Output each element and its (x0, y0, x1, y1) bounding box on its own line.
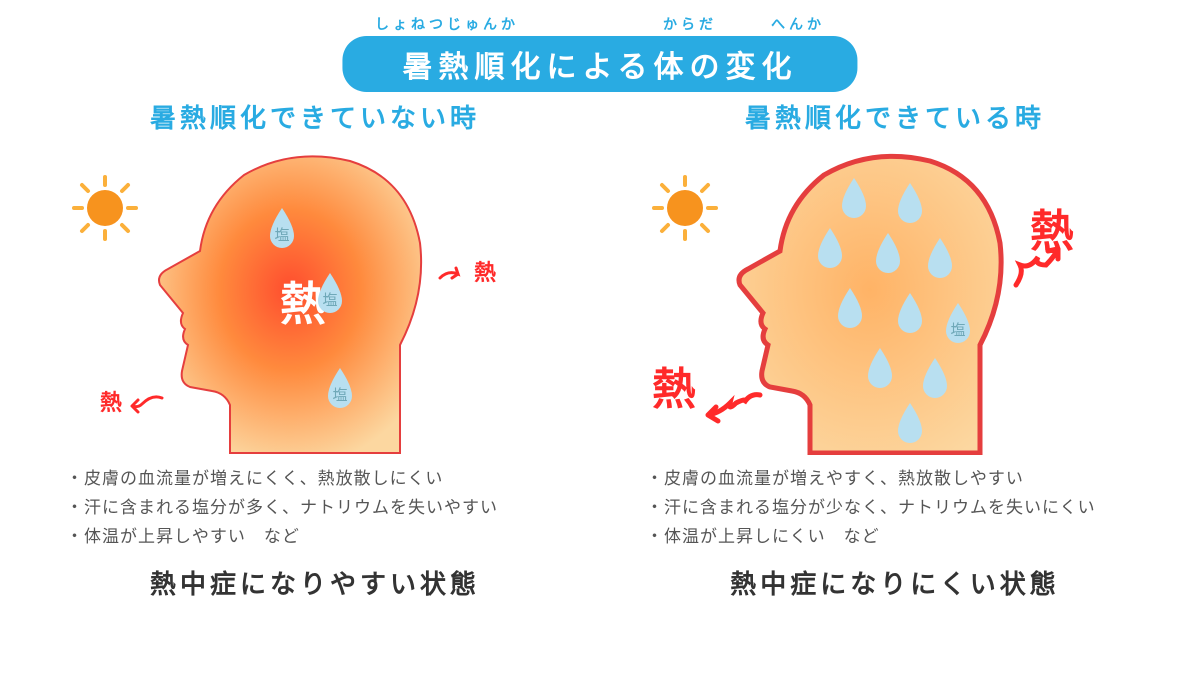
svg-text:塩: 塩 (322, 292, 337, 309)
page-title-block: しょねつじゅんか からだ へんか 暑熱順化による体の変化 (342, 14, 857, 92)
left-bullets: ・皮膚の血流量が増えにくく、熱放散しにくい ・汗に含まれる塩分が多く、ナトリウム… (66, 465, 600, 552)
bullet-line: ・汗に含まれる塩分が少なく、ナトリウムを失いにくい (646, 494, 1180, 523)
panel-not-acclimated: 暑熱順化できていない時 (30, 98, 600, 601)
svg-text:塩: 塩 (950, 322, 965, 339)
svg-text:塩: 塩 (274, 227, 289, 244)
heat-label-right: 熱 (438, 255, 496, 287)
svg-text:塩: 塩 (332, 387, 347, 404)
left-conclusion: 熱中症になりやすい状態 (30, 564, 600, 601)
panel-acclimated: 暑熱順化できている時 (610, 98, 1180, 601)
right-bullets: ・皮膚の血流量が増えやすく、熱放散しやすい ・汗に含まれる塩分が少なく、ナトリウ… (646, 465, 1180, 552)
heat-label-left: 熱 (100, 385, 166, 417)
heat-label-big-left: 熱 (652, 353, 696, 417)
right-subtitle: 暑熱順化できている時 (610, 98, 1180, 135)
left-illustration: 熱 塩塩塩 熱 熱 (30, 145, 600, 455)
right-conclusion: 熱中症になりにくい状態 (610, 564, 1180, 601)
bullet-line: ・皮膚の血流量が増えやすく、熱放散しやすい (646, 465, 1180, 494)
bullet-line: ・汗に含まれる塩分が多く、ナトリウムを失いやすい (66, 494, 600, 523)
title-furigana: しょねつじゅんか からだ へんか (342, 14, 857, 34)
bullet-line: ・皮膚の血流量が増えにくく、熱放散しにくい (66, 465, 600, 494)
left-subtitle: 暑熱順化できていない時 (30, 98, 600, 135)
right-illustration: 塩 熱 熱 (610, 145, 1180, 455)
title-bar: 暑熱順化による体の変化 (342, 36, 857, 92)
bullet-line: ・体温が上昇しにくい など (646, 523, 1180, 552)
heat-label-big-right: 熱 (1030, 195, 1074, 259)
bullet-line: ・体温が上昇しやすい など (66, 523, 600, 552)
